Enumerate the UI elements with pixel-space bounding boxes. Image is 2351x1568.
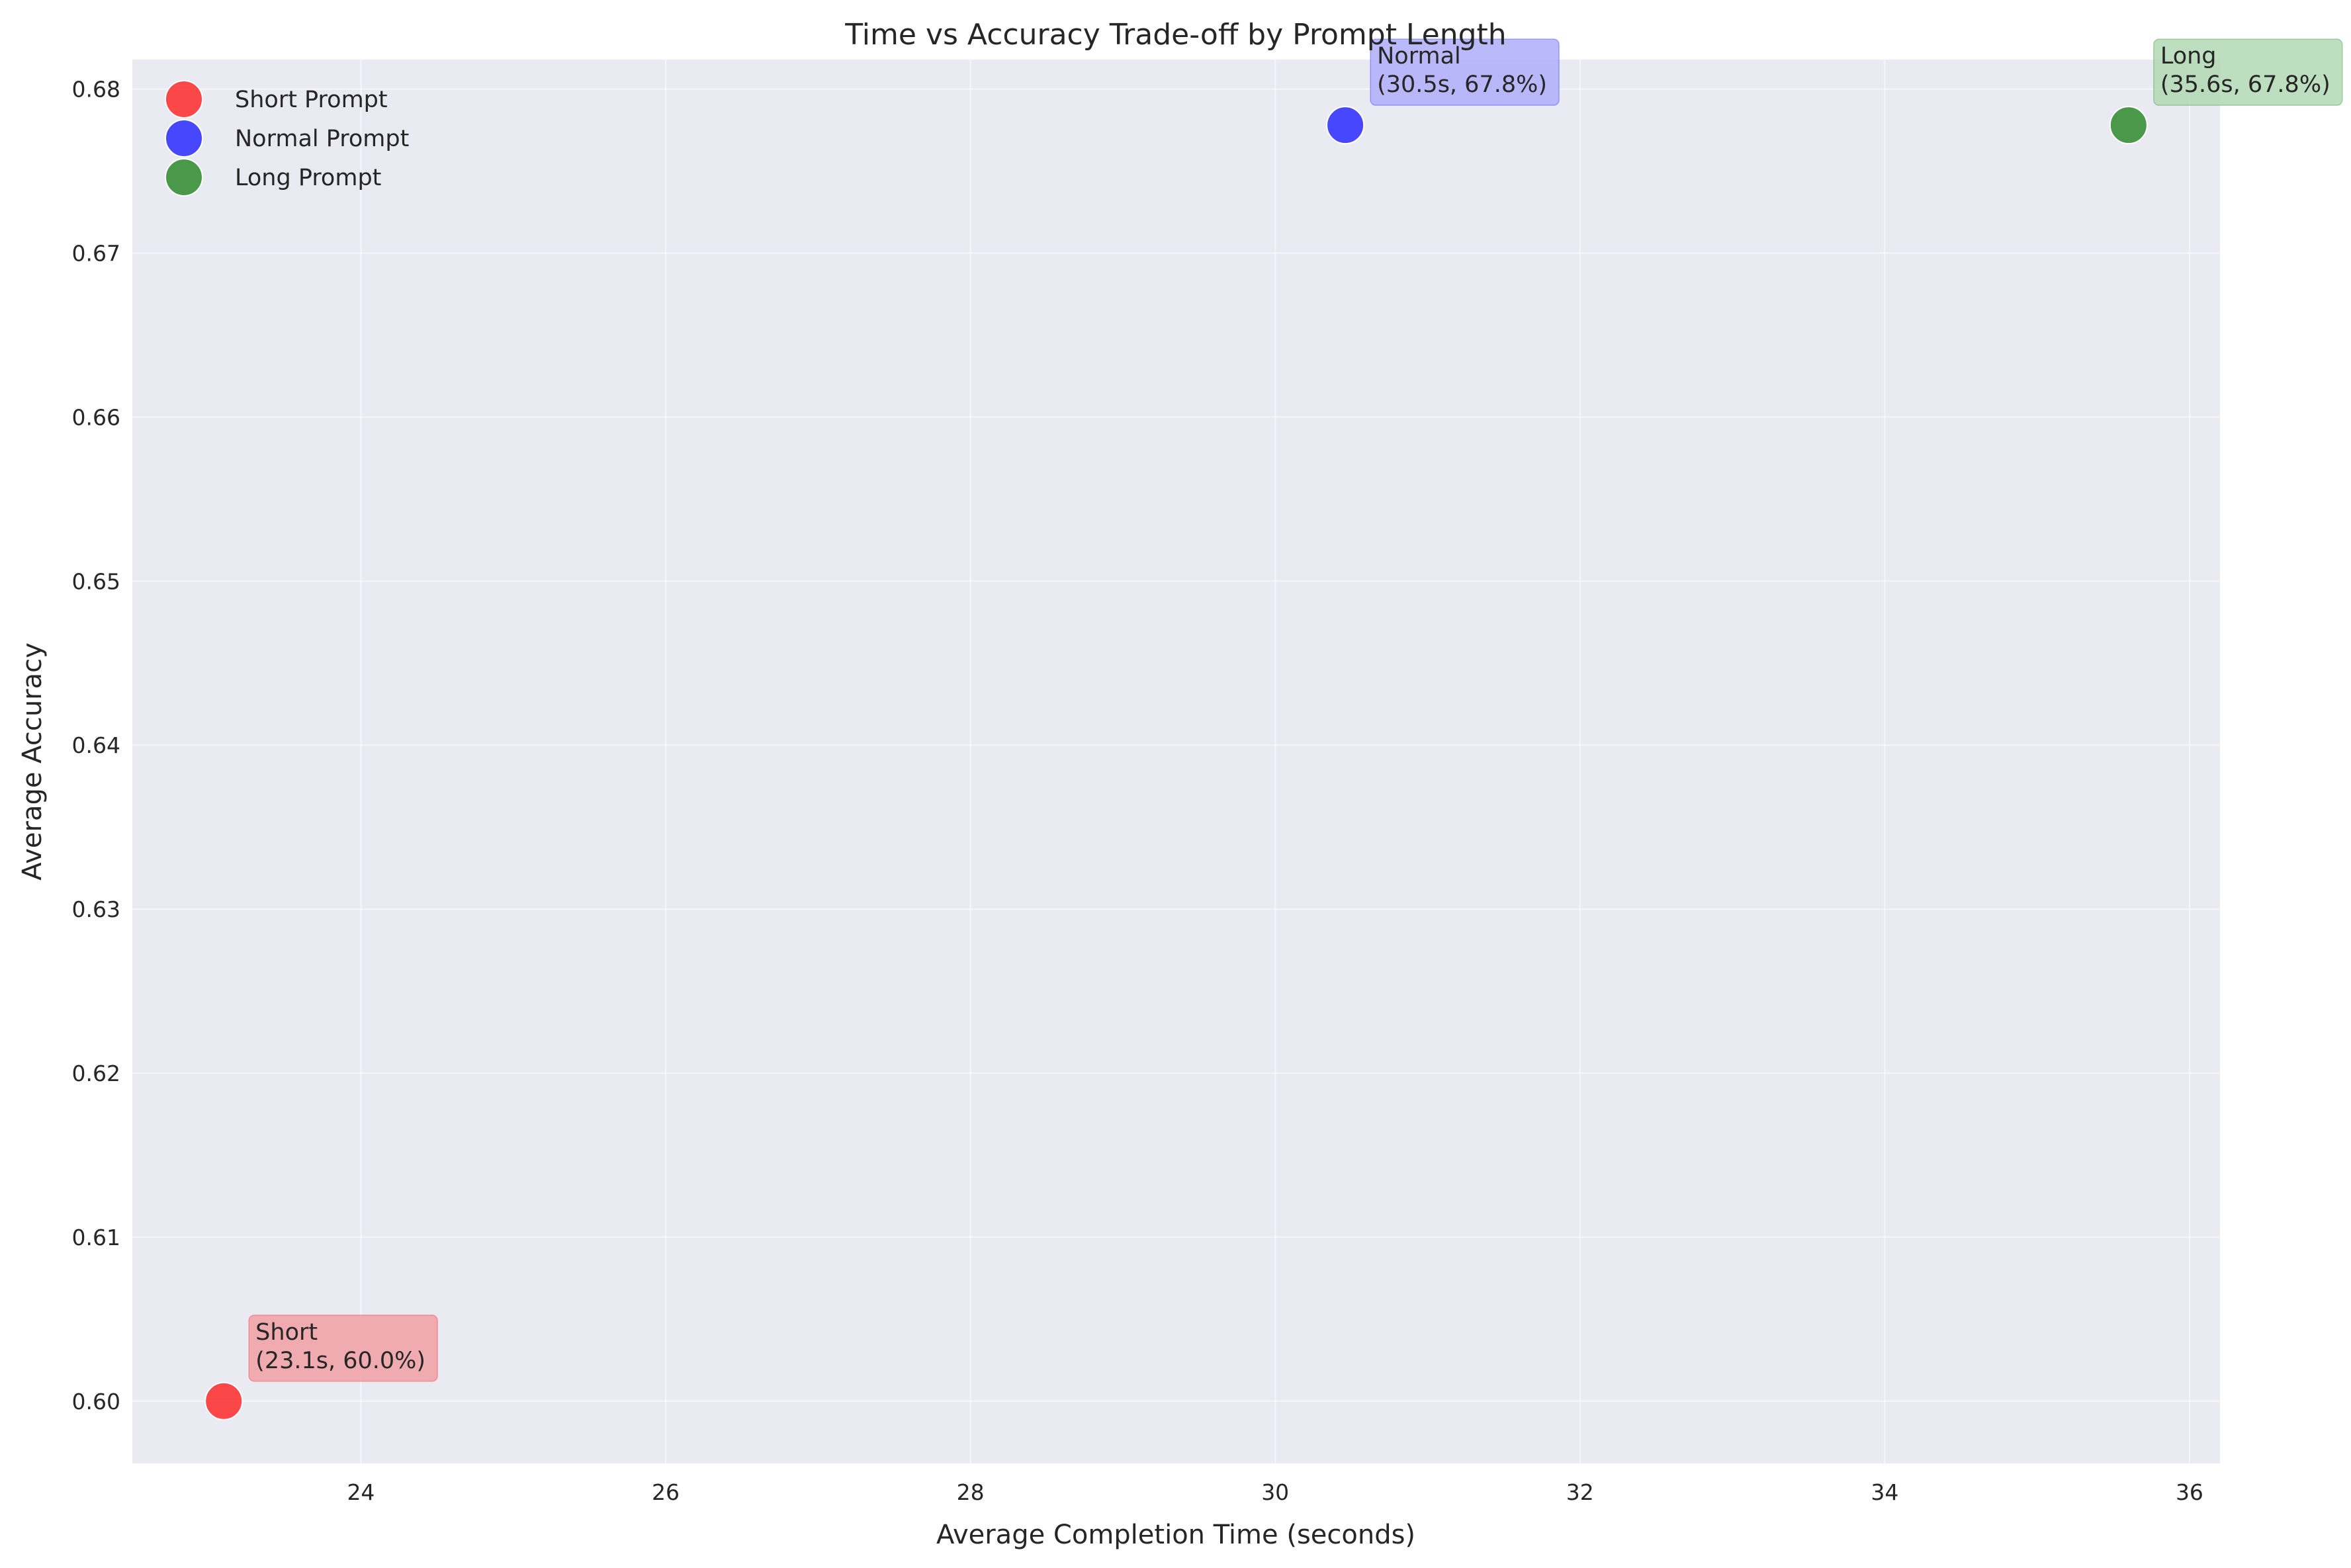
- legend-label: Short Prompt: [235, 87, 388, 113]
- annotation-text: (30.5s, 67.8%): [1377, 71, 1547, 98]
- legend-marker: [165, 80, 203, 118]
- x-axis-label: Average Completion Time (seconds): [936, 1520, 1415, 1550]
- x-tick-label: 30: [1261, 1479, 1289, 1505]
- y-tick-label: 0.62: [72, 1061, 120, 1086]
- y-tick-label: 0.60: [72, 1389, 120, 1415]
- legend-marker: [165, 158, 203, 196]
- y-tick-label: 0.64: [72, 732, 120, 758]
- scatter-point: [204, 1381, 244, 1420]
- plot-area: [132, 60, 2220, 1463]
- legend: Short Prompt Normal Prompt Long Prompt: [165, 80, 409, 196]
- y-tick-label: 0.68: [72, 77, 120, 103]
- annotation-text: (35.6s, 67.8%): [2160, 71, 2330, 98]
- x-tick-label: 28: [957, 1479, 985, 1505]
- annotation-text: Normal: [1377, 43, 1461, 69]
- annotation-box: [2153, 38, 2343, 106]
- annotation-text: Short: [255, 1319, 318, 1346]
- x-tick-label: 32: [1566, 1479, 1594, 1505]
- legend-marker: [165, 119, 203, 157]
- data-points: [204, 106, 2148, 1420]
- annotation-text: (23.1s, 60.0%): [255, 1348, 425, 1374]
- y-tick-label: 0.66: [72, 404, 120, 430]
- y-tick-label: 0.61: [72, 1225, 120, 1250]
- chart-title: Time vs Accuracy Trade-off by Prompt Len…: [844, 18, 1506, 52]
- scatter-point: [2109, 106, 2148, 145]
- legend-label: Normal Prompt: [235, 126, 409, 152]
- y-tick-label: 0.65: [72, 568, 120, 594]
- y-tick-labels: 0.60 0.61 0.62 0.63 0.64 0.65 0.66 0.67 0.68: [72, 77, 120, 1415]
- point-annotations: Short(23.1s, 60.0%) Normal(30.5s, 67.8%) L…: [248, 38, 2343, 1382]
- grid-lines: [132, 60, 2220, 1463]
- x-tick-label: 26: [652, 1479, 680, 1505]
- annotation-text: Long: [2160, 43, 2217, 69]
- x-tick-labels: 24 26 28 30 32 34 36: [347, 1479, 2203, 1505]
- annotation-box: [1370, 38, 1560, 106]
- y-tick-label: 0.63: [72, 896, 120, 922]
- x-tick-label: 24: [347, 1479, 375, 1505]
- x-tick-label: 34: [1871, 1479, 1898, 1505]
- scatter-point: [1326, 106, 1365, 145]
- annotation-box: [248, 1315, 438, 1382]
- y-tick-label: 0.67: [72, 241, 120, 267]
- y-axis-label: Average Accuracy: [17, 642, 48, 881]
- x-tick-label: 36: [2176, 1479, 2203, 1505]
- legend-label: Long Prompt: [235, 165, 381, 191]
